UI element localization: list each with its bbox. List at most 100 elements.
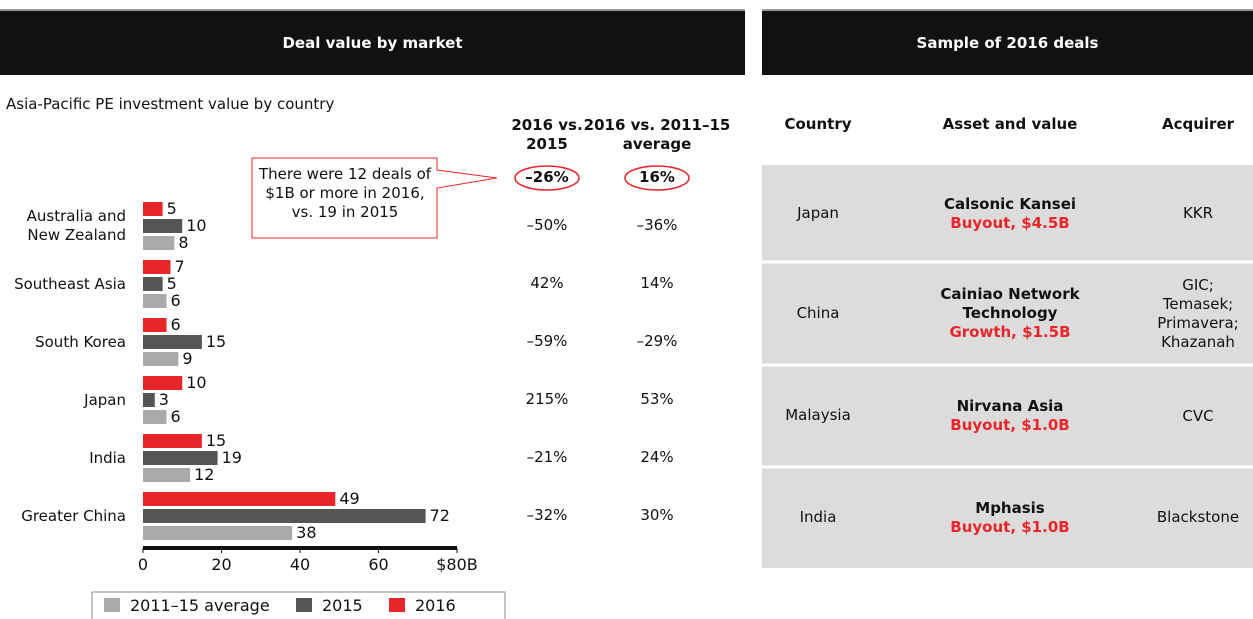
comparison-value: –21%	[526, 448, 568, 466]
deal-value: Buyout, $1.0B	[950, 517, 1070, 536]
category-label: Australia and New Zealand	[26, 207, 126, 244]
table-cell: GIC; Temasek; Primavera; Khazanah	[1157, 275, 1239, 351]
bar	[143, 277, 163, 291]
table-cell: Japan	[797, 203, 839, 222]
x-tick-label: 0	[137, 555, 149, 574]
table-cell: Blackstone	[1156, 508, 1240, 526]
column-header: 2016 vs. 2015	[511, 116, 583, 153]
annotation: There were 12 deals of $1B or more in 20…	[258, 165, 432, 221]
value-label: 15	[205, 332, 227, 351]
value-label: 5	[166, 199, 177, 218]
value-label: 3	[158, 390, 169, 409]
asset-name: Calsonic Kansei	[943, 194, 1077, 213]
table-cell: Malaysia	[785, 406, 851, 424]
table-cell: CVC	[1182, 406, 1214, 425]
value-label: 10	[186, 373, 207, 392]
bar	[143, 260, 171, 274]
comparison-value: 24%	[640, 448, 674, 466]
bar	[143, 526, 293, 540]
deal-value: Growth, $1.5B	[949, 323, 1071, 341]
table-header: Asset and value	[942, 115, 1078, 133]
asset-cell: Cainiao Network Technology Growth, $1.5B	[940, 262, 1080, 365]
bar	[143, 318, 167, 332]
comparison-value: 53%	[640, 390, 674, 408]
comparison-value: –50%	[526, 216, 568, 234]
table-cell: India	[799, 507, 837, 526]
table-cell: China	[796, 303, 840, 322]
bar	[143, 219, 183, 233]
comparison-value: 30%	[640, 506, 674, 524]
bar	[143, 335, 202, 349]
x-tick-label: 60	[368, 555, 389, 574]
bar	[143, 393, 155, 407]
legend-label: 2011–15 average	[130, 596, 270, 615]
value-label: 6	[170, 407, 181, 426]
category-label: South Korea	[35, 332, 126, 351]
callout-box	[251, 157, 498, 239]
value-label: 38	[296, 523, 317, 542]
value-label: 6	[170, 291, 181, 310]
value-label: 8	[178, 233, 189, 252]
column-header: 2016 vs. 2011–15 average	[583, 116, 731, 153]
comparison-value: –59%	[526, 332, 568, 350]
value-label: 19	[221, 448, 242, 467]
highlight-ring	[624, 165, 690, 191]
category-label: Japan	[84, 390, 126, 409]
deal-value: Buyout, $4.5B	[950, 213, 1070, 232]
bar	[143, 236, 175, 250]
value-label: 9	[182, 349, 193, 368]
legend-swatch	[389, 598, 405, 612]
bar	[143, 202, 163, 216]
value-label: 10	[186, 216, 207, 235]
value-label: 15	[205, 431, 227, 450]
comparison-value: 42%	[530, 274, 564, 292]
x-tick-label: $80B	[436, 555, 478, 574]
table-header: Acquirer	[1161, 115, 1235, 133]
x-tick-label: 20	[211, 555, 232, 574]
value-label: 12	[194, 465, 215, 484]
highlight-ring	[514, 165, 580, 191]
bar	[143, 294, 167, 308]
comparison-value: 215%	[525, 390, 569, 408]
legend-label: 2015	[322, 596, 363, 615]
bar	[143, 468, 191, 482]
bar	[143, 509, 426, 523]
asset-cell: Calsonic Kansei Buyout, $4.5B	[940, 165, 1080, 262]
bar	[143, 352, 179, 366]
asset-name: Nirvana Asia	[956, 397, 1064, 415]
value-label: 49	[339, 489, 360, 508]
comparison-value: –29%	[636, 332, 678, 350]
table-cell: KKR	[1182, 204, 1214, 222]
comparison-total: 16%	[639, 168, 675, 186]
comparison-total: –26%	[525, 168, 569, 186]
deal-value: Buyout, $1.0B	[950, 416, 1070, 434]
bar	[143, 376, 183, 390]
category-label: Southeast Asia	[14, 274, 126, 293]
bar	[143, 434, 202, 448]
comparison-value: –32%	[526, 506, 568, 524]
value-label: 6	[170, 315, 181, 334]
panel-title: Sample of 2016 deals	[762, 9, 1253, 75]
bar	[143, 451, 218, 465]
panel-title: Deal value by market	[0, 9, 745, 75]
bar	[143, 410, 167, 424]
chart-subtitle: Asia-Pacific PE investment value by coun…	[6, 95, 335, 113]
legend-label: 2016	[415, 596, 456, 615]
legend-swatch	[104, 598, 120, 612]
asset-cell: Mphasis Buyout, $1.0B	[940, 467, 1080, 568]
comparison-value: 14%	[640, 274, 674, 292]
value-label: 7	[174, 257, 185, 276]
x-tick-label: 40	[289, 555, 311, 574]
comparison-value: –36%	[636, 216, 678, 234]
bar	[143, 492, 336, 506]
table-header: Country	[784, 115, 852, 133]
value-label: 5	[166, 274, 177, 293]
category-label: Greater China	[21, 506, 126, 525]
value-label: 72	[429, 506, 450, 525]
asset-cell: Nirvana Asia Buyout, $1.0B	[940, 365, 1080, 467]
category-label: India	[89, 448, 126, 467]
legend-swatch	[296, 598, 312, 612]
asset-name: Cainiao Network Technology	[940, 285, 1080, 322]
